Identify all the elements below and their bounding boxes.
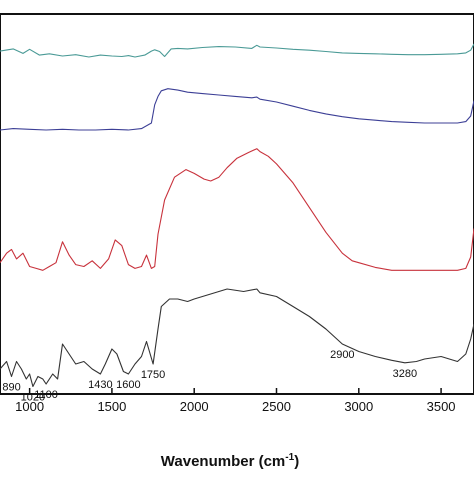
peak-label-1020: 1020: [21, 392, 45, 404]
x-tick-label-1500: 1500: [97, 399, 126, 414]
x-tick-label-3500: 3500: [427, 399, 456, 414]
peak-label-1430: 1430: [88, 379, 112, 391]
x-axis-ticks: 1000 1500 2000 2500 3000 3500: [15, 388, 456, 414]
x-tick-label-3000: 3000: [344, 399, 373, 414]
trace-upper-middle-line: [0, 88, 474, 131]
x-axis-title-superscript: -1: [285, 452, 294, 463]
trace-lower-middle-line: [0, 148, 474, 271]
trace-top-line: [0, 43, 474, 58]
peak-label-890: 890: [2, 382, 20, 394]
x-tick-label-2000: 2000: [180, 399, 209, 414]
peak-label-1600: 1600: [116, 379, 140, 391]
peak-label-1750: 1750: [141, 369, 165, 381]
peak-label-1100: 1100: [34, 389, 58, 401]
x-axis-title-main: Wavenumber (cm: [161, 453, 285, 470]
series-layer: [0, 43, 474, 388]
x-tick-label-2500: 2500: [262, 399, 291, 414]
plot-frame: [0, 13, 474, 395]
x-axis-title-close: ): [294, 453, 299, 470]
peak-label-3280: 3280: [393, 368, 417, 380]
x-axis-title: Wavenumber (cm-1): [161, 452, 299, 470]
x-tick-label-1000: 1000: [15, 399, 44, 414]
peak-label-2900: 2900: [330, 349, 354, 361]
trace-bottom-line: [0, 288, 474, 388]
